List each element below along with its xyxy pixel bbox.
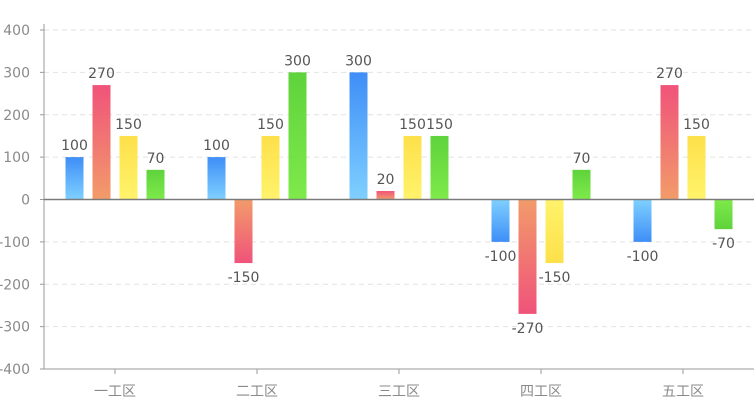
data-label: 270 bbox=[88, 66, 115, 82]
y-tick-label: 400 bbox=[3, 23, 30, 39]
x-tick-label: 三工区 bbox=[378, 384, 420, 400]
data-label: -270 bbox=[512, 321, 544, 337]
x-tick-label: 四工区 bbox=[520, 384, 562, 400]
y-tick-label: -200 bbox=[0, 277, 30, 293]
y-tick-label: -400 bbox=[0, 362, 30, 378]
data-label: 70 bbox=[573, 151, 591, 167]
bar bbox=[633, 199, 652, 242]
bar bbox=[119, 135, 138, 200]
data-label: -100 bbox=[485, 249, 517, 265]
bar bbox=[146, 169, 165, 200]
y-tick-label: 100 bbox=[3, 150, 30, 166]
x-tick-label: 二工区 bbox=[236, 384, 278, 400]
bar bbox=[376, 191, 395, 200]
data-label: 150 bbox=[399, 117, 426, 133]
bar bbox=[288, 72, 307, 200]
data-label: 70 bbox=[147, 151, 165, 167]
data-label: 150 bbox=[683, 117, 710, 133]
data-label: -100 bbox=[627, 249, 659, 265]
bar bbox=[687, 135, 706, 200]
y-tick-label: 300 bbox=[3, 65, 30, 81]
data-label: 300 bbox=[345, 53, 372, 69]
bar bbox=[491, 199, 510, 242]
bar bbox=[65, 157, 84, 200]
data-label: 20 bbox=[377, 172, 395, 188]
axis-layer bbox=[40, 24, 754, 374]
y-tick-label: -300 bbox=[0, 320, 30, 336]
data-label: 150 bbox=[426, 117, 453, 133]
bar bbox=[403, 135, 422, 200]
bar-layer bbox=[65, 72, 733, 314]
y-tick-label: -100 bbox=[0, 235, 30, 251]
data-label: 100 bbox=[203, 138, 230, 154]
data-label: 150 bbox=[257, 117, 284, 133]
data-label: 150 bbox=[115, 117, 142, 133]
data-label: 270 bbox=[656, 66, 683, 82]
data-label: -150 bbox=[539, 270, 571, 286]
data-label: -70 bbox=[712, 236, 735, 252]
label-layer: -400 -300 -200 -100 0 100 200 300 400 100 270 150 70… bbox=[0, 23, 735, 400]
bar bbox=[572, 169, 591, 200]
bar bbox=[660, 85, 679, 200]
x-tick-label: 一工区 bbox=[94, 384, 136, 400]
bar bbox=[518, 199, 537, 314]
bar bbox=[207, 157, 226, 200]
bar bbox=[545, 199, 564, 264]
bar bbox=[234, 199, 253, 264]
grid-layer bbox=[44, 29, 754, 328]
bar bbox=[92, 85, 111, 200]
bar bbox=[714, 199, 733, 230]
data-label: 300 bbox=[284, 53, 311, 69]
data-label: -150 bbox=[228, 270, 260, 286]
bar bbox=[349, 72, 368, 200]
y-tick-label: 200 bbox=[3, 108, 30, 124]
data-label: 100 bbox=[61, 138, 88, 154]
bar bbox=[261, 135, 280, 200]
bar bbox=[430, 135, 449, 200]
x-tick-label: 五工区 bbox=[662, 384, 704, 400]
y-tick-label: 0 bbox=[21, 193, 30, 209]
